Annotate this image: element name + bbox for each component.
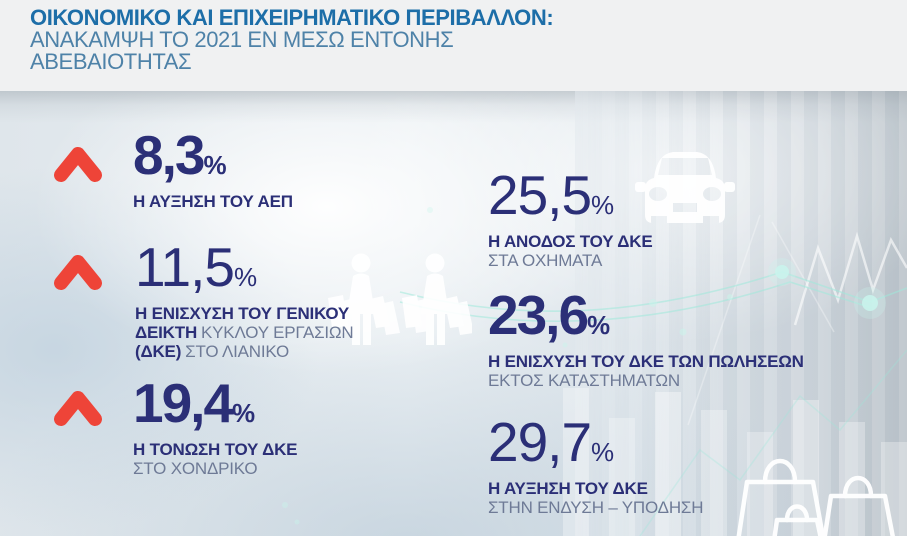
stat-label: Η ΕΝΙΣΧΥΣΗ ΤΟΥ ΔΚΕ ΤΩΝ ΠΩΛΗΣΕΩΝ ΕΚΤΟΣ ΚΑ… (488, 352, 804, 390)
stat-value: 23,6% (488, 284, 611, 346)
stat-label: Η ΕΝΙΣΧΥΣΗ ΤΟΥ ΓΕΝΙΚΟΥ ΔΕΙΚΤΗ ΚΥΚΛΟΥ ΕΡΓΑ… (135, 304, 354, 361)
stat-vehicles-turnover: 25,5% Η ΑΝΟΔΟΣ ΤΟΥ ΔΚΕ ΣΤΑ ΟΧΗΜΑΤΑ (488, 164, 653, 271)
up-arrow-icon (54, 391, 102, 426)
up-arrow-icon (54, 255, 102, 290)
stat-label: Η ΤΟΝΩΣΗ ΤΟΥ ΔΚΕ ΣΤΟ ΧΟΝΔΡΙΚΟ (133, 440, 298, 478)
stat-value: 25,5% (488, 164, 615, 226)
stat-value: 19,4% (133, 372, 256, 434)
stat-label: Η ΑΝΟΔΟΣ ΤΟΥ ΔΚΕ ΣΤΑ ΟΧΗΜΑΤΑ (488, 232, 653, 270)
stat-retail-turnover: 11,5% Η ΕΝΙΣΧΥΣΗ ΤΟΥ ΓΕΝΙΚΟΥ ΔΕΙΚΤΗ ΚΥΚΛΟ… (135, 236, 354, 362)
stat-label: Η ΑΥΞΗΣΗ ΤΟΥ ΔΚΕ ΣΤΗΝ ΕΝΔΥΣΗ – ΥΠΟΔΗΣΗ (488, 479, 704, 517)
shopping-bags-icon (736, 458, 895, 536)
shoppers-with-bags-icon (328, 253, 472, 345)
stat-gdp-growth: 8,3% Η ΑΥΞΗΣΗ ΤΟΥ ΑΕΠ (133, 124, 293, 212)
stat-value: 8,3% (133, 124, 227, 186)
car-icon (635, 152, 735, 223)
stat-clothing-footwear: 29,7% Η ΑΥΞΗΣΗ ΤΟΥ ΔΚΕ ΣΤΗΝ ΕΝΔΥΣΗ – ΥΠΟ… (488, 411, 704, 518)
stat-value: 29,7% (488, 411, 615, 473)
stat-sales-outside-stores: 23,6% Η ΕΝΙΣΧΥΣΗ ΤΟΥ ΔΚΕ ΤΩΝ ΠΩΛΗΣΕΩΝ ΕΚ… (488, 284, 804, 391)
up-arrow-icon (54, 147, 102, 182)
stat-label: Η ΑΥΞΗΣΗ ΤΟΥ ΑΕΠ (133, 192, 293, 211)
stat-wholesale-turnover: 19,4% Η ΤΟΝΩΣΗ ΤΟΥ ΔΚΕ ΣΤΟ ΧΟΝΔΡΙΚΟ (133, 372, 298, 479)
page-subtitle-line2: ΑΒΕΒΑΙΟΤΗΤΑΣ (30, 49, 192, 74)
page-subtitle-line1: ΑΝΑΚΑΜΨΗ ΤΟ 2021 ΕΝ ΜΕΣΩ ΕΝΤΟΝΗΣ (30, 27, 454, 52)
page-title: ΟΙΚΟΝΟΜΙΚΟ ΚΑΙ ΕΠΙΧΕΙΡΗΜΑΤΙΚΟ ΠΕΡΙΒΑΛΛΟΝ… (30, 5, 554, 30)
stat-value: 11,5% (135, 236, 258, 298)
header: ΟΙΚΟΝΟΜΙΚΟ ΚΑΙ ΕΠΙΧΕΙΡΗΜΑΤΙΚΟ ΠΕΡΙΒΑΛΛΟΝ… (0, 0, 907, 91)
